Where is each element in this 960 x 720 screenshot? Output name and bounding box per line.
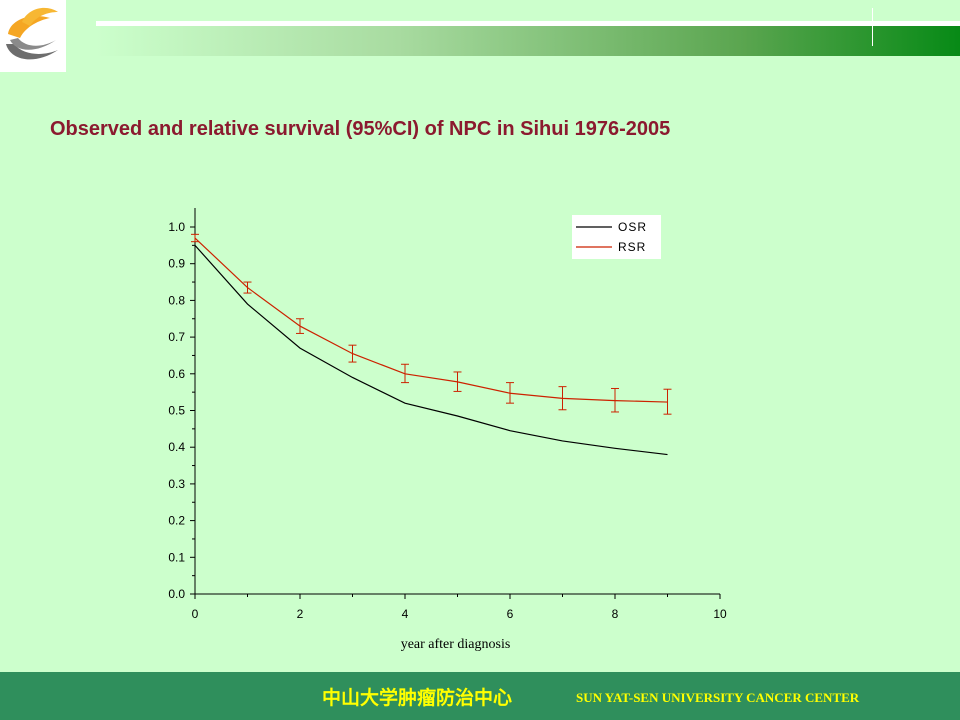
y-tick-label: 0.7 [168,330,185,344]
y-tick-label: 0.6 [168,367,185,381]
y-tick-label: 0.9 [168,257,185,271]
y-tick-label: 0.2 [168,514,185,528]
y-tick-label: 0.5 [168,404,185,418]
y-tick-label: 0.8 [168,293,185,307]
logo [0,0,66,72]
header-white-bar [96,21,960,26]
footer-bar [0,672,960,720]
series-line-osr [194,244,668,456]
footer-chinese-name: 中山大学肿瘤防治中心 [322,687,513,709]
x-tick-label: 4 [402,607,409,621]
legend-label-rsr: RSR [618,240,646,254]
series-line-rsr [194,237,668,403]
x-tick-label: 10 [713,607,727,621]
y-tick-label: 0.3 [168,477,185,491]
x-tick-label: 8 [612,607,619,621]
cancer-center-logo-icon [6,7,58,60]
y-tick-label: 0.0 [168,587,185,601]
slide-title: Observed and relative survival (95%CI) o… [50,118,671,140]
legend-label-osr: OSR [618,220,647,234]
x-tick-label: 6 [507,607,514,621]
footer-english-name: SUN YAT-SEN UNIVERSITY CANCER CENTER [576,690,860,705]
x-tick-label: 2 [297,607,304,621]
y-tick-label: 1.0 [168,220,185,234]
legend-box [572,215,661,259]
x-tick-label: 0 [192,607,199,621]
y-tick-label: 0.1 [168,550,185,564]
header-gradient-bar [96,26,960,56]
header-divider [872,8,873,46]
x-axis-label: year after diagnosis [401,637,511,652]
y-tick-label: 0.4 [168,440,185,454]
